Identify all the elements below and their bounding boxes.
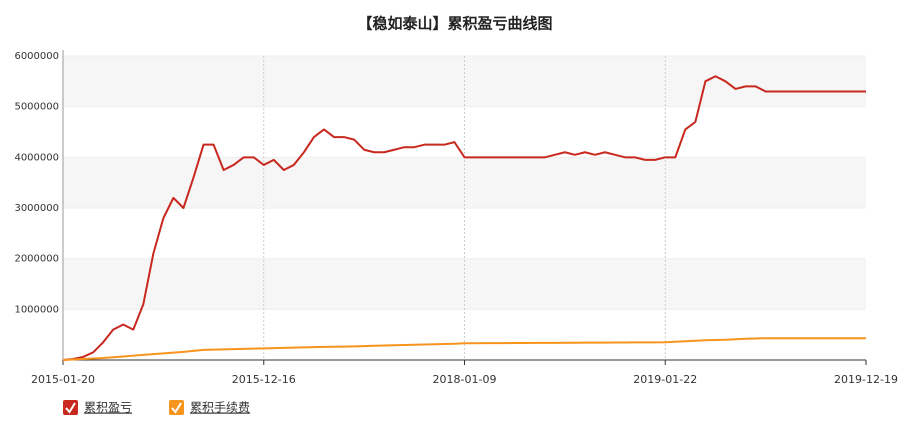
x-tick-label: 2019-01-22 [633,373,697,386]
chart-title: 【稳如泰山】累积盈亏曲线图 [357,15,552,33]
y-tick-label: 2000000 [14,254,59,265]
legend-label[interactable]: 累积手续费 [190,401,250,415]
series-line [62,75,866,361]
x-tick-label: 2019-12-19 [834,373,898,386]
x-tick-label: 2018-01-09 [433,373,497,386]
x-tick-label: 2015-01-20 [31,373,95,386]
y-tick-label: 4000000 [14,152,59,163]
y-tick-label: 1000000 [14,304,59,315]
y-tick-label: 3000000 [14,203,59,214]
legend-check [171,402,182,414]
legend-label[interactable]: 累积盈亏 [84,401,132,415]
legend-check [65,402,76,414]
series-line [62,337,866,361]
y-tick-label: 6000000 [14,51,59,62]
legend-swatch[interactable] [169,400,184,415]
x-tick-label: 2015-12-16 [232,373,296,386]
y-tick-label: 5000000 [14,102,59,113]
legend-swatch[interactable] [63,400,78,415]
